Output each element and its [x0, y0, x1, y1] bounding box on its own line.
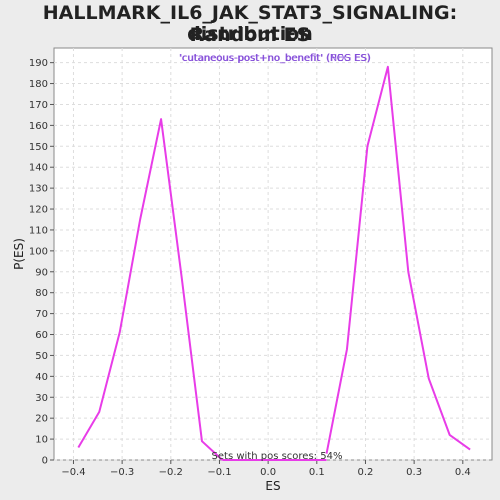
y-tick-label: 30 [35, 393, 48, 404]
y-tick-label: 70 [35, 309, 48, 320]
y-tick-label: 50 [35, 351, 48, 362]
series-line-1 [325, 65, 471, 454]
y-tick-label: 120 [29, 205, 48, 216]
x-tick-label: −0.3 [110, 467, 134, 478]
x-tick-label: −0.4 [61, 467, 85, 478]
x-tick-label: −0.2 [159, 467, 183, 478]
y-tick-label: 100 [29, 246, 48, 257]
x-tick-label: 0.4 [455, 467, 471, 478]
x-tick-label: 0.3 [406, 467, 422, 478]
y-tick-label: 0 [42, 456, 48, 467]
legend-entry-0: 'cutaneous-post+no_benefit' (NEG ES) [179, 53, 371, 64]
chart-title-line-2: distribution [187, 23, 313, 45]
y-tick-label: 180 [29, 79, 48, 90]
y-tick-label: 190 [29, 58, 48, 69]
x-tick-label: 0.1 [309, 467, 325, 478]
x-tick-label: −0.1 [207, 467, 231, 478]
y-tick-label: 60 [35, 330, 48, 341]
x-tick-label: 0.2 [358, 467, 374, 478]
y-tick-label: 10 [35, 435, 48, 446]
y-tick-label: 80 [35, 288, 48, 299]
chart-title-line-1: HALLMARK_IL6_JAK_STAT3_SIGNALING: Random… [42, 2, 458, 46]
y-tick-label: 90 [35, 267, 48, 278]
y-axis-title: P(ES) [12, 238, 26, 270]
y-tick-label: 110 [29, 225, 48, 236]
y-tick-label: 150 [29, 142, 48, 153]
y-tick-label: 40 [35, 372, 48, 383]
y-tick-label: 140 [29, 163, 48, 174]
legend-entry-1: 'cutaneous-post+no_benefit' (POS ES) [180, 53, 371, 64]
y-tick-label: 160 [29, 121, 48, 132]
pos-scores-annotation: Sets with pos scores: 54% [212, 451, 343, 462]
series-line-0 [77, 118, 224, 461]
y-tick-label: 130 [29, 184, 48, 195]
y-tick-label: 170 [29, 100, 48, 111]
x-tick-label: 0.0 [260, 467, 276, 478]
plot-area [53, 47, 493, 461]
y-tick-label: 20 [35, 414, 48, 425]
x-axis-title: ES [265, 479, 280, 493]
